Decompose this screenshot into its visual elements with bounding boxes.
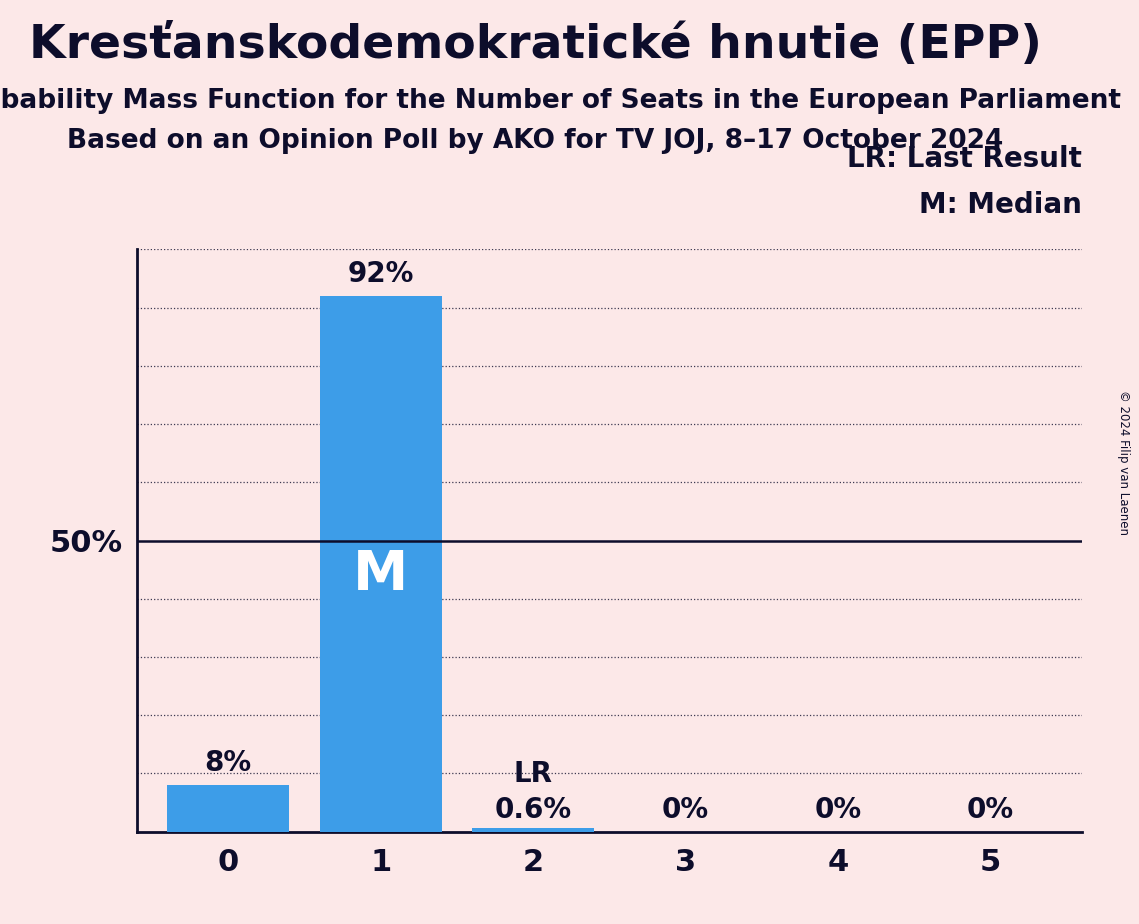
Text: Kresťanskodemokratické hnutie (EPP): Kresťanskodemokratické hnutie (EPP) bbox=[28, 23, 1042, 68]
Text: LR: LR bbox=[514, 760, 552, 788]
Text: 0%: 0% bbox=[662, 796, 710, 824]
Bar bbox=[167, 785, 289, 832]
Text: LR: Last Result: LR: Last Result bbox=[847, 145, 1082, 173]
Bar bbox=[320, 296, 442, 832]
Text: M: Median: M: Median bbox=[919, 191, 1082, 219]
Text: 92%: 92% bbox=[347, 261, 413, 288]
Text: © 2024 Filip van Laenen: © 2024 Filip van Laenen bbox=[1117, 390, 1130, 534]
Text: Probability Mass Function for the Number of Seats in the European Parliament: Probability Mass Function for the Number… bbox=[0, 88, 1121, 114]
Text: M: M bbox=[353, 549, 408, 602]
Text: Based on an Opinion Poll by AKO for TV JOJ, 8–17 October 2024: Based on an Opinion Poll by AKO for TV J… bbox=[67, 128, 1003, 153]
Text: 0%: 0% bbox=[814, 796, 861, 824]
Text: 8%: 8% bbox=[205, 749, 252, 777]
Bar bbox=[473, 828, 595, 832]
Text: 0.6%: 0.6% bbox=[494, 796, 572, 824]
Text: 0%: 0% bbox=[967, 796, 1014, 824]
